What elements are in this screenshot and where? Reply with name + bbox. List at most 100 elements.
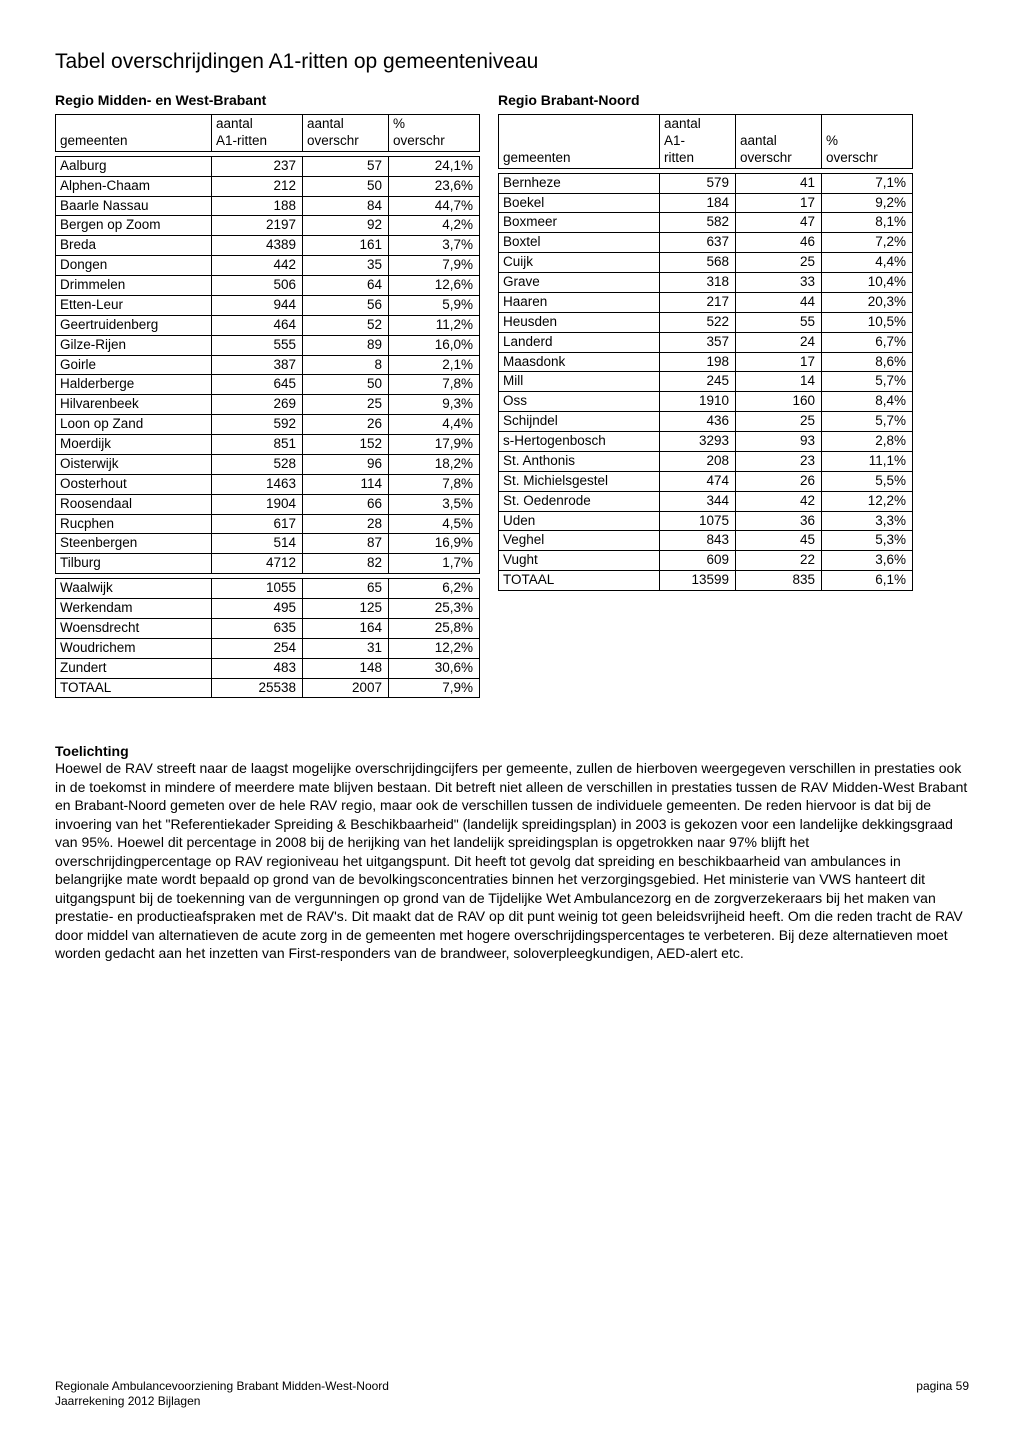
- table-row: Bernheze579417,1%: [499, 173, 913, 193]
- cell-name: Geertruidenberg: [56, 315, 212, 335]
- cell-value: 2,1%: [389, 355, 480, 375]
- cell-name: Boxtel: [499, 233, 660, 253]
- toelichting-body: Hoewel de RAV streeft naar de laagst mog…: [55, 759, 969, 962]
- cell-value: 645: [212, 375, 303, 395]
- table-row: St. Anthonis2082311,1%: [499, 451, 913, 471]
- cell-value: 148: [303, 658, 389, 678]
- table-row: Boxmeer582478,1%: [499, 213, 913, 233]
- cell-value: 318: [660, 273, 736, 293]
- cell-value: 217: [660, 292, 736, 312]
- cell-name: Uden: [499, 511, 660, 531]
- header-label: overschr: [740, 150, 792, 165]
- cell-value: 5,3%: [822, 531, 913, 551]
- cell-value: 8,1%: [822, 213, 913, 233]
- cell-name: Werkendam: [56, 599, 212, 619]
- cell-value: 495: [212, 599, 303, 619]
- page: Tabel overschrijdingen A1-ritten op geme…: [0, 0, 1024, 1450]
- cell-name: Schijndel: [499, 412, 660, 432]
- col-a1: aantalA1-ritten: [660, 115, 736, 169]
- cell-value: 1,7%: [389, 554, 480, 574]
- table-row: Waalwijk1055656,2%: [56, 579, 480, 599]
- cell-value: 592: [212, 415, 303, 435]
- cell-value: 188: [212, 196, 303, 216]
- table-row: Uden1075363,3%: [499, 511, 913, 531]
- cell-value: 44,7%: [389, 196, 480, 216]
- cell-value: 24: [736, 332, 822, 352]
- cell-value: 2197: [212, 216, 303, 236]
- col-gemeenten: gemeenten: [499, 115, 660, 169]
- cell-value: 17: [736, 352, 822, 372]
- cell-value: 1075: [660, 511, 736, 531]
- cell-value: 42: [736, 491, 822, 511]
- cell-value: 114: [303, 474, 389, 494]
- cell-name: Maasdonk: [499, 352, 660, 372]
- table-row: Oss19101608,4%: [499, 392, 913, 412]
- table-row: Loon op Zand592264,4%: [56, 415, 480, 435]
- cell-value: 12,6%: [389, 276, 480, 296]
- cell-name: Oosterhout: [56, 474, 212, 494]
- cell-value: 1055: [212, 579, 303, 599]
- cell-value: 55: [736, 312, 822, 332]
- col-overschr: aantaloverschr: [736, 115, 822, 169]
- cell-value: 35: [303, 256, 389, 276]
- header-label: overschr: [393, 133, 445, 148]
- cell-name: Boxmeer: [499, 213, 660, 233]
- table-row: St. Oedenrode3444212,2%: [499, 491, 913, 511]
- cell-value: 26: [303, 415, 389, 435]
- cell-value: 17,9%: [389, 435, 480, 455]
- cell-value: 1904: [212, 494, 303, 514]
- table-row: Roosendaal1904663,5%: [56, 494, 480, 514]
- table-row: Drimmelen5066412,6%: [56, 276, 480, 296]
- table-row: s-Hertogenbosch3293932,8%: [499, 432, 913, 452]
- header-label: overschr: [307, 133, 359, 148]
- table-row: Zundert48314830,6%: [56, 658, 480, 678]
- header-label: aantal: [216, 116, 253, 131]
- table-row: Tilburg4712821,7%: [56, 554, 480, 574]
- cell-value: 4,2%: [389, 216, 480, 236]
- table-row: Breda43891613,7%: [56, 236, 480, 256]
- cell-value: 152: [303, 435, 389, 455]
- cell-name: Grave: [499, 273, 660, 293]
- cell-name: Vught: [499, 551, 660, 571]
- cell-value: 3293: [660, 432, 736, 452]
- cell-value: 64: [303, 276, 389, 296]
- cell-name: Heusden: [499, 312, 660, 332]
- cell-value: 3,5%: [389, 494, 480, 514]
- cell-value: 161: [303, 236, 389, 256]
- table-row: Grave3183310,4%: [499, 273, 913, 293]
- cell-value: 506: [212, 276, 303, 296]
- cell-name: Boekel: [499, 193, 660, 213]
- cell-name: Bernheze: [499, 173, 660, 193]
- cell-value: 93: [736, 432, 822, 452]
- regions-row: Regio Midden- en West-Brabant gemeenten …: [55, 92, 969, 698]
- table-row: Haaren2174420,3%: [499, 292, 913, 312]
- header-label: %: [826, 133, 838, 148]
- table-row: Mill245145,7%: [499, 372, 913, 392]
- cell-name: Woensdrecht: [56, 618, 212, 638]
- cell-value: 208: [660, 451, 736, 471]
- cell-name: Oisterwijk: [56, 454, 212, 474]
- cell-value: 10,4%: [822, 273, 913, 293]
- cell-value: 125: [303, 599, 389, 619]
- col-overschr: aantaloverschr: [303, 115, 389, 152]
- cell-value: 9,2%: [822, 193, 913, 213]
- cell-value: 5,5%: [822, 471, 913, 491]
- toelichting-title: Toelichting: [55, 743, 969, 759]
- cell-value: 3,3%: [822, 511, 913, 531]
- cell-name: Gilze-Rijen: [56, 335, 212, 355]
- cell-value: 89: [303, 335, 389, 355]
- cell-value: 7,8%: [389, 474, 480, 494]
- cell-value: 635: [212, 618, 303, 638]
- cell-name: Drimmelen: [56, 276, 212, 296]
- cell-value: 18,2%: [389, 454, 480, 474]
- cell-value: 50: [303, 176, 389, 196]
- cell-value: 22: [736, 551, 822, 571]
- cell-value: 5,9%: [389, 295, 480, 315]
- table-row: Goirle38782,1%: [56, 355, 480, 375]
- header-label: ritten: [664, 150, 694, 165]
- cell-value: 464: [212, 315, 303, 335]
- cell-value: 944: [212, 295, 303, 315]
- cell-value: 568: [660, 253, 736, 273]
- col-pct: %overschr: [389, 115, 480, 152]
- cell-value: 5,7%: [822, 412, 913, 432]
